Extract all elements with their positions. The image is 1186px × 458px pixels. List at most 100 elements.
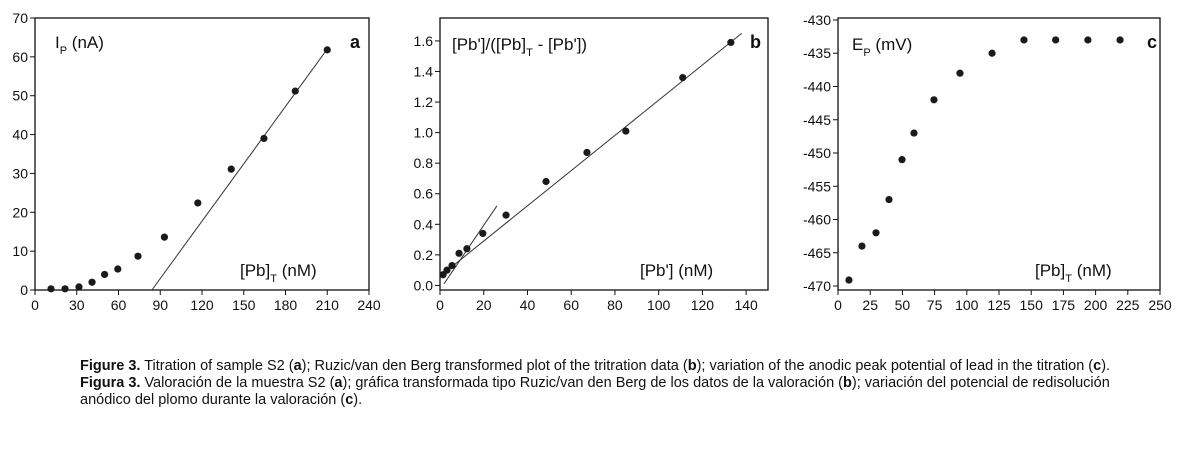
data-point [898,156,906,164]
y-tick-label: -470 [803,278,831,294]
y-tick-label: 0.4 [414,216,434,232]
data-point [502,211,510,219]
data-point [1020,36,1028,44]
x-axis-label: [Pb]T (nM) [1035,261,1112,285]
label-part: E [852,35,863,54]
x-tick-label: 225 [1116,297,1140,313]
x-tick-label: 50 [895,297,911,313]
label-part: (nA) [67,33,104,52]
subscript: P [60,45,67,57]
label-part: (mV) [871,35,913,54]
x-tick-label: 120 [691,297,715,313]
label-part: [Pb'] [640,261,674,280]
label-part: [Pb] [1035,261,1065,280]
data-point [1116,36,1124,44]
data-point [227,165,235,173]
y-tick-label: 0 [20,282,28,298]
data-point [872,229,880,237]
data-point [622,127,630,135]
y-tick-label: -430 [803,12,831,28]
y-tick-label: 1.4 [414,63,434,79]
y-axis-label: EP (mV) [852,35,912,59]
data-point [479,229,487,238]
y-axis-label: [Pb']/([Pb]T - [Pb']) [452,35,587,59]
y-tick-label: -435 [803,45,831,61]
y-tick-label: -465 [803,245,831,261]
data-point [910,129,918,137]
data-point [323,46,331,54]
y-tick-label: 0.6 [414,186,434,202]
x-tick-label: 80 [607,297,623,313]
plot-frame [439,17,769,291]
data-point [583,148,591,157]
data-point [1052,36,1060,44]
data-point [463,245,471,253]
caption-text: a [293,358,302,374]
x-tick-label: 60 [563,297,579,313]
caption-paragraph: Figura 3. Valoración de la muestra S2 (a… [80,375,1140,409]
label-part: (nM) [674,261,714,280]
y-axis-label: IP (nA) [55,33,104,57]
caption-text: Titration of sample S2 ( [140,358,294,374]
y-tick-label: 0.0 [414,277,434,293]
y-tick-label: 1.6 [414,33,434,49]
caption-text: ); Ruzic/van den Berg transformed plot o… [301,358,688,374]
panel-letter: b [750,32,761,52]
data-point [542,177,550,186]
data-point [930,96,938,104]
data-point [727,38,735,47]
caption: Figure 3. Titration of sample S2 (a); Ru… [80,358,1140,409]
subscript: T [1065,273,1072,285]
caption-paragraph: Figure 3. Titration of sample S2 (a); Ru… [80,358,1140,375]
subscript: T [270,273,277,285]
subscript: T [526,47,533,59]
x-tick-label: 20 [476,297,492,313]
figure: 0 30 60 90 120 150 180 210 240 0 10 20 30 40 50 60 70 IP … [12,10,1171,313]
x-tick-label: 140 [734,297,758,313]
data-point [956,69,964,77]
caption-text: ). [1101,358,1111,374]
data-point [61,285,69,293]
caption-text: b [687,358,697,374]
data-point [291,87,299,95]
x-axis-label: [Pb'] (nM) [640,261,713,280]
caption-text: Figura 3. [80,375,141,391]
y-tick-label: 40 [12,127,28,143]
label-part: I [55,33,60,52]
data-point [455,249,463,257]
x-tick-label: 0 [834,297,842,313]
x-tick-label: 125 [987,297,1011,313]
plot-frame [34,17,370,291]
label-part: [Pb']/([Pb] [452,35,526,54]
label-part: - [Pb']) [533,35,587,54]
data-point [160,233,169,241]
x-tick-label: 210 [316,297,340,313]
caption-text: ); variation of the anodic peak potentia… [696,358,1094,374]
x-tick-label: 120 [190,297,214,313]
x-tick-label: 60 [111,297,127,313]
data-point [988,49,996,57]
x-tick-label: 200 [1084,297,1108,313]
caption-text: ). [353,392,363,408]
data-point [679,73,687,82]
data-point [134,252,142,260]
data-point [845,276,853,284]
y-tick-label: 0.2 [414,247,434,263]
y-tick-label: -460 [803,212,831,228]
data-point [100,270,109,279]
plot-frame [837,17,1161,291]
subscript: P [863,47,870,59]
x-tick-label: 100 [647,297,671,313]
data-point [194,199,202,207]
y-tick-label: 20 [12,204,28,220]
x-tick-label: 100 [955,297,979,313]
y-tick-label: -455 [803,178,831,194]
label-part: [Pb] [240,261,270,280]
y-tick-label: 1.0 [414,125,434,141]
x-tick-label: 175 [1052,297,1076,313]
x-tick-label: 150 [232,297,256,313]
caption-text: c [345,392,354,408]
x-tick-label: 240 [357,297,381,313]
y-tick-label: 0.8 [414,155,434,171]
